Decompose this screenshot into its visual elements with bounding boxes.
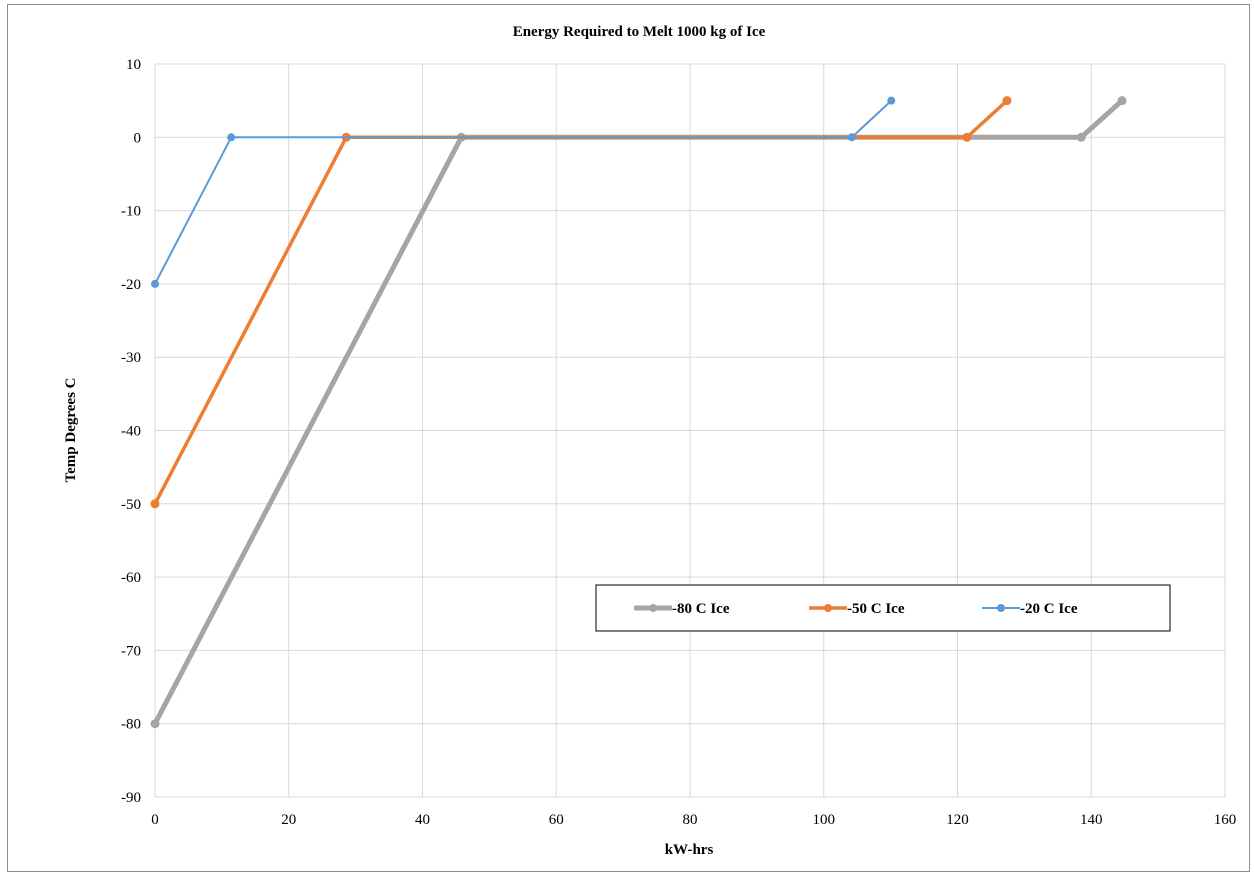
chart-title: Energy Required to Melt 1000 kg of Ice xyxy=(513,24,766,40)
x-tick-label: 160 xyxy=(1214,812,1237,828)
legend-marker xyxy=(649,604,657,612)
y-tick-label: 0 xyxy=(134,130,142,146)
x-tick-label: 20 xyxy=(281,812,296,828)
data-point xyxy=(887,96,896,105)
x-tick-label: 60 xyxy=(549,812,564,828)
legend-label: -20 C Ice xyxy=(1020,601,1078,617)
legend-label: -80 C Ice xyxy=(672,601,730,617)
legend-marker xyxy=(824,604,832,612)
series-50-c-ice xyxy=(150,96,1012,509)
x-tick-label: 80 xyxy=(683,812,698,828)
y-tick-label: -90 xyxy=(121,790,141,806)
y-tick-label: -50 xyxy=(121,497,141,513)
x-tick-label: 40 xyxy=(415,812,430,828)
data-point xyxy=(1076,132,1086,142)
data-point xyxy=(227,133,236,142)
series-20-c-ice xyxy=(151,96,896,288)
legend-entry: -50 C Ice xyxy=(809,601,905,617)
data-point xyxy=(1002,96,1012,106)
y-tick-label: -10 xyxy=(121,204,141,220)
y-tick-label: -60 xyxy=(121,570,141,586)
y-tick-label: -20 xyxy=(121,277,141,293)
series-line xyxy=(153,99,1009,505)
series-group xyxy=(150,96,1127,729)
data-point xyxy=(847,133,856,142)
y-tick-label: -70 xyxy=(121,643,141,659)
legend-box xyxy=(595,584,1171,632)
data-point xyxy=(150,719,160,729)
data-point xyxy=(151,279,159,288)
x-tick-label: 120 xyxy=(946,812,969,828)
legend-label: -50 C Ice xyxy=(847,601,905,617)
series-80-c-ice xyxy=(150,96,1127,729)
data-point xyxy=(1117,96,1127,106)
x-tick-label: 140 xyxy=(1080,812,1103,828)
y-tick-label: -40 xyxy=(121,424,141,440)
y-tick-label: -30 xyxy=(121,350,141,366)
y-tick-label: -80 xyxy=(121,717,141,733)
x-axis-label: kW-hrs xyxy=(665,842,714,858)
legend-entry: -20 C Ice xyxy=(982,601,1078,617)
grid xyxy=(154,63,1226,798)
y-axis-label: Temp Degrees C xyxy=(63,378,79,483)
tick-labels: 0 20 40 60 80 100 120 140 160100-10-20-30-40-50-… xyxy=(121,57,1236,828)
chart-frame xyxy=(7,4,1250,872)
data-point xyxy=(150,499,160,509)
y-tick-label: 10 xyxy=(126,57,141,73)
data-point xyxy=(962,132,972,142)
legend: -80 C Ice -50 C Ice -20 C Ice xyxy=(595,584,1171,632)
series-line xyxy=(154,99,892,285)
legend-entry: -80 C Ice xyxy=(634,601,730,617)
x-tick-label: 0 xyxy=(151,812,159,828)
x-tick-label: 100 xyxy=(813,812,836,828)
legend-marker xyxy=(997,604,1005,612)
